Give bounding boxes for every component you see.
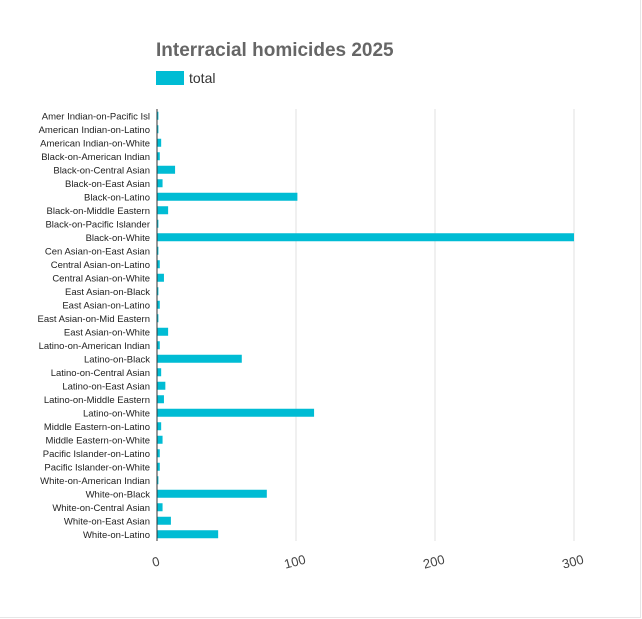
category-label: Latino-on-Black <box>84 354 150 365</box>
bar[interactable]: White-on-Black: 79 <box>157 489 267 498</box>
bar[interactable]: East Asian-on-Latino: 2 <box>157 300 160 309</box>
bar[interactable]: Black-on-Pacific Islander: 1 <box>157 219 159 228</box>
category-label: East Asian-on-Black <box>65 287 150 298</box>
legend-swatch <box>156 71 184 85</box>
category-label: Latino-on-East Asian <box>62 381 150 392</box>
bar[interactable]: East Asian-on-White: 8 <box>157 327 169 336</box>
category-label: White-on-Central Asian <box>52 503 150 514</box>
category-label: Middle Eastern-on-Latino <box>44 422 150 433</box>
x-tick-label: 200 <box>421 552 446 572</box>
bar[interactable]: Black-on-White: 300 <box>157 233 574 242</box>
category-label: American Indian-on-White <box>40 138 150 149</box>
bar[interactable]: Black-on-East Asian: 4 <box>157 179 163 188</box>
category-label: Cen Asian-on-East Asian <box>45 246 150 257</box>
category-label: Latino-on-Middle Eastern <box>44 395 150 406</box>
bar[interactable]: Latino-on-White: 113 <box>157 408 315 417</box>
category-label: Pacific Islander-on-Latino <box>43 449 150 460</box>
bar[interactable]: Pacific Islander-on-White: 2 <box>157 462 160 471</box>
bar[interactable]: Cen Asian-on-East Asian: 1 <box>157 246 159 255</box>
legend-label: total <box>189 70 216 86</box>
category-label: White-on-Black <box>86 489 151 500</box>
category-label: Black-on-Pacific Islander <box>45 219 150 230</box>
bar[interactable]: Central Asian-on-Latino: 2 <box>157 260 160 269</box>
bar[interactable]: White-on-East Asian: 10 <box>157 516 171 525</box>
bar[interactable]: Black-on-American Indian: 2 <box>157 152 160 161</box>
category-label: Central Asian-on-White <box>52 273 150 284</box>
category-label: Black-on-East Asian <box>65 179 150 190</box>
chart-title: Interracial homicides 2025 <box>156 40 394 61</box>
category-label: Latino-on-White <box>83 408 150 419</box>
bar[interactable]: American Indian-on-Latino: 1 <box>157 125 159 134</box>
category-label: Black-on-Middle Eastern <box>47 206 151 217</box>
bar[interactable]: Latino-on-Central Asian: 3 <box>157 368 162 377</box>
category-label: Black-on-Central Asian <box>53 165 150 176</box>
bar[interactable]: Central Asian-on-White: 5 <box>157 273 164 282</box>
category-label: Central Asian-on-Latino <box>51 260 150 271</box>
bar[interactable]: Amer Indian-on-Pacific Isl: 1 <box>157 111 159 120</box>
category-label: American Indian-on-Latino <box>39 125 150 136</box>
bar[interactable]: Latino-on-East Asian: 6 <box>157 381 166 390</box>
category-label: Pacific Islander-on-White <box>44 462 150 473</box>
bar[interactable]: Middle Eastern-on-White: 4 <box>157 435 163 444</box>
bar[interactable]: American Indian-on-White: 3 <box>157 138 162 147</box>
x-tick-label: 300 <box>560 552 585 572</box>
legend[interactable]: total <box>156 70 215 86</box>
category-label: Black-on-American Indian <box>41 152 150 163</box>
bar[interactable]: Pacific Islander-on-Latino: 2 <box>157 449 160 458</box>
category-label: Latino-on-American Indian <box>39 341 150 352</box>
category-label: East Asian-on-Latino <box>62 300 150 311</box>
bar[interactable]: Black-on-Central Asian: 13 <box>157 165 176 174</box>
category-label: Black-on-Latino <box>84 192 150 203</box>
bar[interactable]: White-on-Latino: 44 <box>157 530 219 539</box>
x-tick-label: 100 <box>282 552 307 572</box>
category-label: White-on-American Indian <box>40 476 150 487</box>
bar[interactable]: Latino-on-Black: 61 <box>157 354 242 363</box>
bar[interactable]: East Asian-on-Mid Eastern: 1 <box>157 314 159 323</box>
category-label: Black-on-White <box>86 233 150 244</box>
category-label: White-on-Latino <box>83 530 150 541</box>
bar[interactable]: East Asian-on-Black: 1 <box>157 287 159 296</box>
bar[interactable]: White-on-American Indian: 1 <box>157 476 159 485</box>
category-label: Amer Indian-on-Pacific Isl <box>42 111 150 122</box>
category-label: Middle Eastern-on-White <box>45 435 150 446</box>
bar[interactable]: Latino-on-Middle Eastern: 5 <box>157 395 164 404</box>
bar[interactable]: Latino-on-American Indian: 2 <box>157 341 160 350</box>
category-label: Latino-on-Central Asian <box>51 368 150 379</box>
x-tick-label: 0 <box>150 553 161 569</box>
category-label: East Asian-on-Mid Eastern <box>38 314 150 325</box>
bar[interactable]: Middle Eastern-on-Latino: 3 <box>157 422 162 431</box>
bar[interactable]: Black-on-Middle Eastern: 8 <box>157 206 169 215</box>
category-label: East Asian-on-White <box>64 327 150 338</box>
bar[interactable]: White-on-Central Asian: 4 <box>157 503 163 512</box>
bar[interactable]: Black-on-Latino: 101 <box>157 192 298 201</box>
category-label: White-on-East Asian <box>64 516 150 527</box>
